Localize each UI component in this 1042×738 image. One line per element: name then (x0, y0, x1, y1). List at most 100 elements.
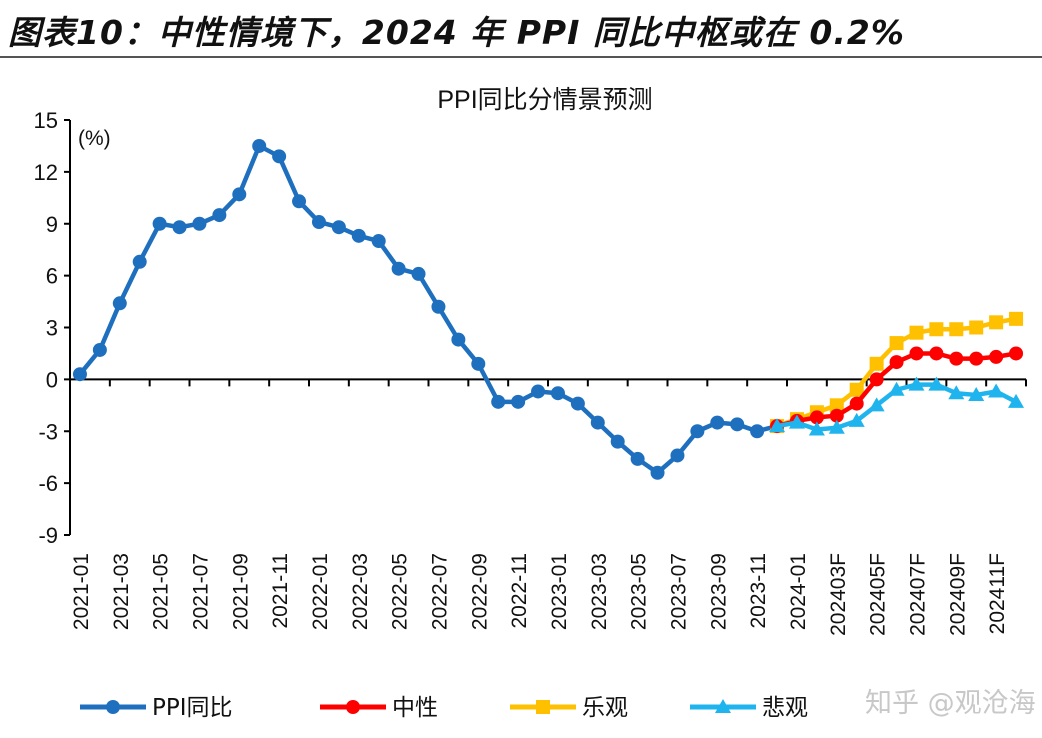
legend-label: 悲观 (762, 695, 808, 721)
data-point (536, 700, 550, 714)
y-tick-label: 6 (46, 264, 58, 289)
data-point (451, 332, 466, 347)
data-point (849, 382, 864, 397)
legend-item: PPI同比 (80, 695, 233, 721)
data-point (929, 322, 944, 337)
y-tick-label: -9 (38, 523, 58, 548)
data-point (411, 266, 426, 281)
data-point (92, 342, 107, 357)
x-tick-label: 2023-03 (588, 553, 611, 630)
data-point (909, 325, 924, 340)
data-point (710, 415, 725, 430)
data-point (969, 320, 984, 335)
x-tick-label: 2022-07 (428, 553, 451, 630)
data-point (590, 415, 605, 430)
data-point (550, 386, 565, 401)
x-tick-label: 2021-09 (229, 553, 252, 630)
data-point (929, 346, 944, 361)
legend-label: 中性 (392, 695, 438, 721)
x-tick-label: 2021-05 (150, 553, 173, 630)
x-tick-label: 2023-07 (667, 553, 690, 630)
x-tick-label: 2023-05 (628, 553, 651, 630)
data-point (491, 394, 506, 409)
data-point (809, 410, 824, 425)
data-point (311, 215, 326, 230)
series-3 (769, 376, 1025, 436)
x-tick-label: 202403F (827, 553, 850, 636)
data-point (292, 194, 307, 209)
data-point (431, 299, 446, 314)
y-tick-label: 3 (46, 316, 58, 341)
data-point (650, 465, 665, 480)
data-point (1008, 393, 1025, 408)
data-point (106, 700, 120, 714)
data-point (969, 351, 984, 366)
data-point (769, 418, 786, 433)
data-point (829, 398, 844, 413)
data-point (868, 397, 885, 412)
data-point (172, 220, 187, 235)
data-point (988, 383, 1005, 398)
data-point (72, 367, 87, 382)
y-tick-label: -3 (38, 419, 58, 444)
data-point (351, 228, 366, 243)
data-point (928, 376, 945, 391)
data-point (610, 434, 625, 449)
y-axis-unit: (%) (78, 127, 111, 150)
series-0 (72, 138, 785, 480)
data-point (908, 376, 925, 391)
data-point (192, 216, 207, 231)
x-tick-label: 2021-11 (269, 553, 292, 629)
data-point (132, 254, 147, 269)
x-tick-label: 2022-05 (389, 553, 412, 630)
x-tick-label: 2021-03 (110, 553, 133, 630)
data-point (989, 349, 1004, 364)
data-point (968, 386, 985, 401)
x-tick-label: 2023-01 (548, 553, 571, 630)
series-1 (770, 346, 1024, 434)
data-point (531, 384, 546, 399)
data-point (869, 356, 884, 371)
x-tick-label: 2023-09 (707, 553, 730, 630)
x-tick-label: 202405F (867, 553, 890, 636)
data-point (788, 414, 805, 429)
figure-header: 图表10：中性情境下，2024 年 PPI 同比中枢或在 0.2% (8, 13, 905, 52)
data-point (630, 451, 645, 466)
data-point (1009, 346, 1024, 361)
legend-label: PPI同比 (152, 695, 233, 721)
data-point (331, 220, 346, 235)
x-tick-label: 2022-01 (309, 553, 332, 630)
header-divider (0, 56, 1042, 58)
data-point (471, 356, 486, 371)
data-point (909, 346, 924, 361)
x-tick-label: 2023-11 (747, 553, 770, 629)
x-tick-label: 202411F (986, 553, 1009, 634)
x-tick-label: 2024-01 (787, 553, 810, 630)
data-point (948, 385, 965, 400)
data-point (391, 261, 406, 276)
series-2 (770, 311, 1024, 434)
legend-label: 乐观 (582, 695, 628, 721)
data-point (869, 372, 884, 387)
y-tick-label: 0 (46, 367, 58, 392)
data-point (750, 424, 765, 439)
data-point (715, 699, 731, 713)
data-point (346, 700, 360, 714)
y-tick-label: 9 (46, 212, 58, 237)
data-point (670, 448, 685, 463)
data-point (949, 351, 964, 366)
y-tick-label: 12 (34, 160, 58, 185)
x-tick-label: 2022-03 (349, 553, 372, 630)
data-point (112, 296, 127, 311)
legend-item: 悲观 (690, 695, 808, 721)
data-point (849, 396, 864, 411)
data-point (888, 381, 905, 396)
data-point (808, 421, 825, 436)
legend-item: 乐观 (510, 695, 628, 721)
series-line (78, 143, 778, 475)
data-point (232, 187, 247, 202)
data-point (829, 408, 844, 423)
data-point (1009, 311, 1024, 326)
x-tick-label: 2022-09 (468, 553, 491, 630)
